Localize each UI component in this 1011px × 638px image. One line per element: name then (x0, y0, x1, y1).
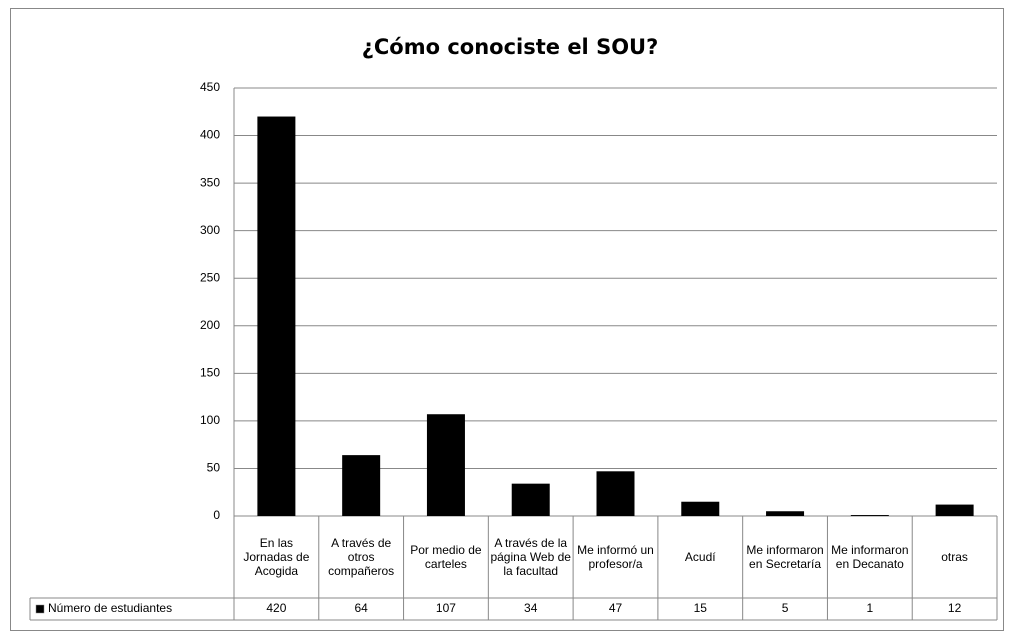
y-tick-label: 350 (200, 175, 220, 189)
y-tick-label: 400 (200, 128, 220, 142)
bar (596, 471, 635, 516)
value-label: 5 (782, 601, 789, 615)
chart-border (10, 8, 1004, 631)
x-tick-label: Por medio de carteles (410, 543, 482, 571)
y-tick-label: 450 (200, 80, 220, 94)
category-text: Me informó un profesor/a (577, 543, 654, 571)
x-tick-label: A través de la página Web de la facultad (490, 536, 571, 578)
category-text: En las Jornadas de Acogida (243, 536, 310, 578)
legend-label: Número de estudiantes (48, 601, 172, 615)
x-tick-label: Me informó un profesor/a (577, 543, 654, 571)
bar (681, 501, 720, 516)
bar (426, 414, 465, 516)
bar (766, 511, 805, 516)
x-tick-label: Acudí (684, 550, 716, 564)
x-tick-label: En las Jornadas de Acogida (243, 536, 310, 578)
category-text: otras (941, 550, 968, 564)
value-label: 34 (524, 601, 538, 615)
x-tick-label: Me informaron en Secretaría (746, 543, 824, 571)
value-label: 420 (266, 601, 286, 615)
y-tick-label: 200 (200, 318, 220, 332)
bar (257, 116, 296, 517)
value-label: 64 (354, 601, 368, 615)
value-label: 12 (948, 601, 962, 615)
category-text: A través de otros compañeros (328, 536, 395, 578)
x-tick-label: Me informaron en Decanato (831, 543, 909, 571)
value-label: 107 (436, 601, 456, 615)
y-tick-label: 50 (207, 461, 221, 475)
y-tick-label: 250 (200, 270, 220, 284)
category-text: Por medio de carteles (410, 543, 482, 571)
y-tick-label: 100 (200, 413, 220, 427)
x-tick-label: otras (941, 550, 968, 564)
bar (935, 504, 974, 516)
legend-key (35, 604, 45, 614)
x-tick-label: A través de otros compañeros (328, 536, 395, 578)
value-label: 47 (609, 601, 623, 615)
bar (850, 515, 889, 516)
y-tick-label: 300 (200, 223, 220, 237)
category-text: Acudí (684, 550, 716, 564)
value-label: 1 (866, 601, 873, 615)
value-label: 15 (694, 601, 708, 615)
category-text: Me informaron en Secretaría (746, 543, 824, 571)
chart-title: ¿Cómo conociste el SOU? (362, 35, 659, 59)
bar (342, 455, 381, 516)
category-text: A través de la página Web de la facultad (490, 536, 571, 578)
y-tick-label: 150 (200, 366, 220, 380)
category-text: Me informaron en Decanato (831, 543, 909, 571)
y-tick-label: 0 (213, 508, 220, 522)
bar (511, 483, 550, 516)
